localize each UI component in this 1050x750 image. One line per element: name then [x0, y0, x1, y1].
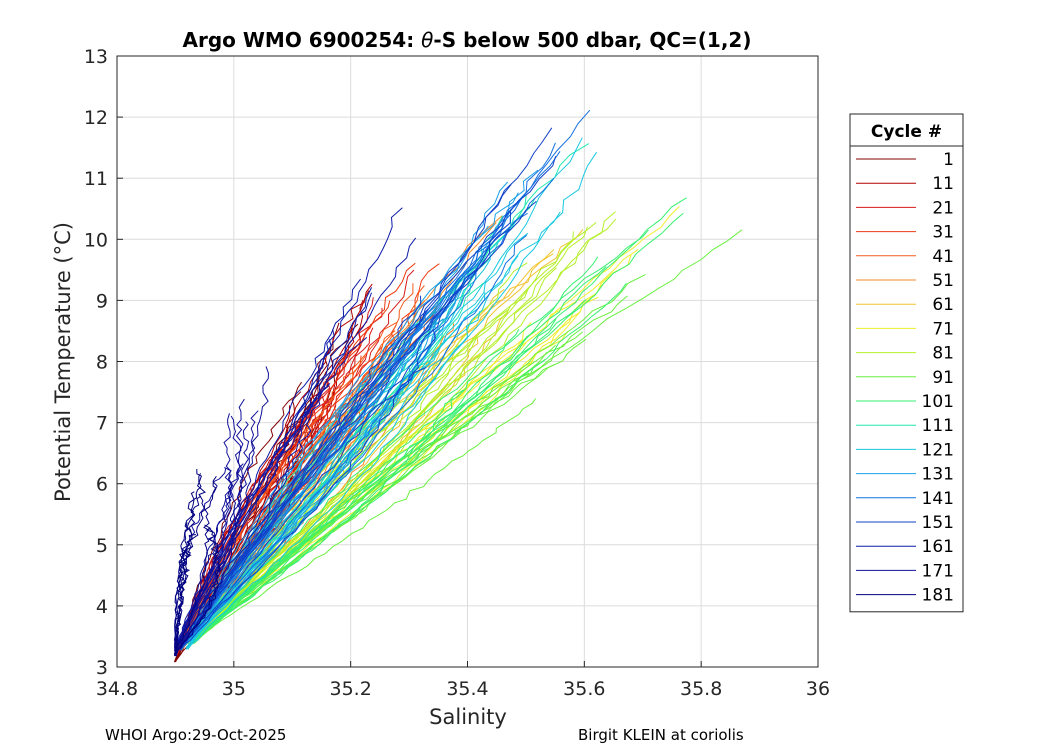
- profile-line: [174, 524, 222, 656]
- profile-line: [179, 211, 512, 649]
- legend-entry-label: 161: [922, 537, 954, 557]
- legend-entry-label: 1: [943, 150, 954, 170]
- legend-entry-label: 81: [932, 344, 954, 364]
- legend: Cycle #111213141516171819110111112113114…: [849, 113, 964, 613]
- profile-line: [192, 218, 617, 642]
- footer-right: Birgit KLEIN at coriolis: [578, 726, 744, 744]
- title-prefix: Argo WMO 6900254:: [183, 28, 422, 52]
- legend-entry-label: 71: [932, 319, 954, 339]
- legend-entry-label: 61: [932, 295, 954, 315]
- y-tick-label: 7: [96, 413, 108, 435]
- y-tick-label: 10: [84, 229, 108, 251]
- profile-line: [179, 228, 510, 651]
- profile-line: [191, 389, 464, 642]
- x-tick-label: 36: [806, 678, 830, 700]
- profile-line: [192, 229, 649, 644]
- legend-entry-label: 41: [932, 247, 954, 267]
- y-tick-label: 3: [96, 657, 108, 679]
- y-tick-label: 9: [96, 290, 108, 312]
- profile-line: [181, 234, 528, 648]
- profile-line: [175, 474, 233, 657]
- legend-entry-label: 101: [922, 392, 954, 412]
- profile-line: [181, 142, 556, 648]
- profile-line: [187, 151, 598, 650]
- legend-entry-label: 151: [922, 513, 954, 533]
- x-tick-label: 35: [222, 678, 246, 700]
- y-tick-label: 6: [96, 474, 108, 496]
- x-axis-label: Salinity: [429, 705, 507, 729]
- legend-entry-label: 111: [922, 416, 954, 436]
- profile-line: [175, 300, 391, 651]
- title-suffix: -S below 500 dbar, QC=(1,2): [433, 28, 751, 52]
- y-tick-label: 13: [84, 46, 108, 68]
- legend-entry-label: 31: [932, 223, 954, 243]
- y-axis-label: Potential Temperature (°C): [51, 222, 75, 502]
- profile-line: [174, 467, 237, 655]
- profile-line: [191, 212, 684, 642]
- profile-line: [174, 468, 210, 655]
- profile-line: [193, 282, 627, 643]
- profile-line: [175, 527, 221, 654]
- x-tick-label: 35.4: [446, 678, 488, 700]
- x-tick-label: 35.8: [680, 678, 722, 700]
- profile-line: [175, 237, 417, 650]
- legend-title: Cycle #: [871, 122, 942, 142]
- y-tick-label: 12: [84, 107, 108, 129]
- y-tick-label: 11: [84, 168, 108, 190]
- legend-entry-label: 181: [922, 586, 954, 606]
- title-theta: θ: [421, 28, 433, 52]
- x-tick-label: 35.6: [563, 678, 605, 700]
- profile-line: [186, 276, 611, 642]
- profile-line: [179, 319, 417, 650]
- legend-entry-label: 21: [932, 198, 954, 218]
- legend-box: [849, 113, 964, 613]
- profile-line: [174, 495, 202, 655]
- profile-line: [179, 198, 522, 650]
- profile-line: [175, 413, 233, 655]
- profile-line: [175, 207, 403, 648]
- axis-ticks: 34.8 35 35.2 35.4 35.6 35.8 36 3 4 5 6 7 8 9 10 11 12 13: [84, 46, 830, 700]
- footer-left: WHOI Argo:29-Oct-2025: [105, 726, 287, 744]
- legend-entry-label: 11: [932, 174, 954, 194]
- profile-line: [174, 328, 335, 650]
- chart-title: Argo WMO 6900254: θ-S below 500 dbar, QC…: [183, 28, 752, 52]
- profile-line: [185, 255, 519, 649]
- legend-entry-label: 171: [922, 561, 954, 581]
- y-tick-label: 4: [96, 596, 108, 618]
- profile-line: [186, 310, 481, 648]
- legend-entry-label: 51: [932, 271, 954, 291]
- profile-line: [192, 299, 587, 642]
- profile-line: [179, 212, 528, 649]
- profile-line: [193, 398, 537, 644]
- profile-line: [174, 421, 250, 655]
- x-tick-label: 34.8: [96, 678, 138, 700]
- profile-line: [181, 267, 477, 649]
- profile-line: [180, 201, 537, 648]
- profile-line: [192, 197, 687, 644]
- y-tick-label: 5: [96, 535, 108, 557]
- profile-line: [191, 262, 528, 642]
- legend-entry-label: 91: [932, 368, 954, 388]
- legend-entry-label: 121: [922, 440, 954, 460]
- profile-lines: [173, 109, 743, 663]
- legend-entry-label: 131: [922, 465, 954, 485]
- y-tick-label: 8: [96, 352, 108, 374]
- x-tick-label: 35.2: [330, 678, 372, 700]
- legend-entry-label: 141: [922, 489, 954, 509]
